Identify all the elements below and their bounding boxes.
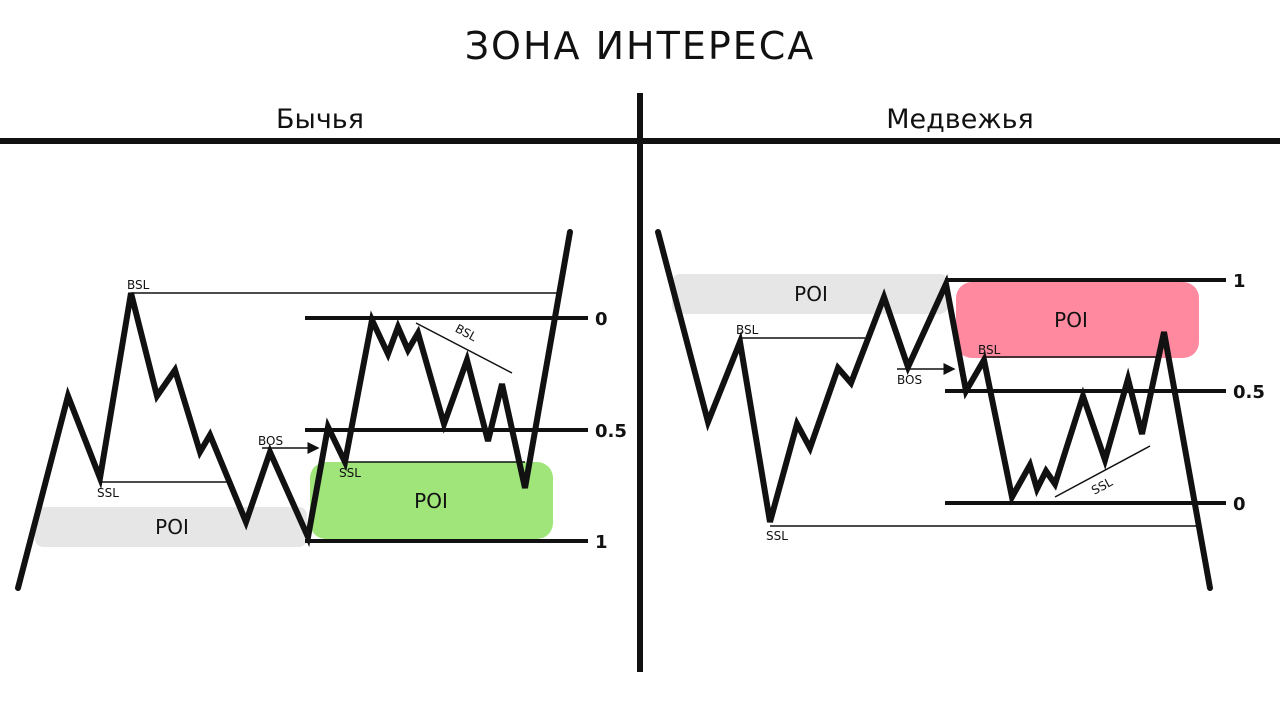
bearish-level-05-label: 0.5 (1233, 382, 1265, 403)
bullish-bsl-slope-line (415, 322, 513, 374)
bearish-poi-right-label: POI (1054, 308, 1088, 332)
bearish-level-0-label: 0 (1233, 494, 1246, 515)
bullish-poi-left-zone (35, 507, 307, 547)
bearish-ssl-slope-label: SSL (1089, 475, 1115, 498)
bearish-panel: POI POI BSL BSL BOS SSL SSL 1 0.5 0 (655, 229, 1265, 591)
bullish-ssl-right-label: SSL (339, 466, 361, 480)
bearish-panel-title: Медвежья (886, 104, 1034, 135)
bearish-ssl-slope-line (1054, 445, 1151, 498)
bearish-bsl-right-label: BSL (978, 343, 1001, 357)
bullish-poi-left-label: POI (155, 515, 189, 539)
bullish-bsl-top-label: BSL (127, 278, 150, 292)
bullish-panel-title: Бычья (276, 104, 364, 135)
page-title: ЗОНА ИНТЕРЕСА (464, 24, 816, 68)
bullish-poi-right-zone (310, 462, 553, 539)
bearish-poi-right-zone (956, 282, 1199, 358)
bearish-poi-left-label: POI (794, 282, 828, 306)
bullish-level-0-label: 0 (595, 309, 608, 330)
bearish-level-1-label: 1 (1233, 271, 1246, 292)
bearish-ssl-label: SSL (766, 529, 788, 543)
bullish-level-1-label: 1 (595, 532, 608, 553)
bullish-price-path (15, 229, 573, 591)
bullish-bsl-slope-label: BSL (453, 321, 480, 344)
bearish-bsl-label: BSL (736, 323, 759, 337)
bullish-ssl-left-label: SSL (97, 486, 119, 500)
bearish-bos-label: BOS (897, 373, 922, 387)
bearish-price-path (655, 229, 1213, 591)
bullish-bos-label: BOS (258, 434, 283, 448)
bullish-level-05-label: 0.5 (595, 421, 627, 442)
bullish-panel: POI POI BSL SSL SSL BOS BSL 0 0.5 1 (15, 229, 627, 591)
bullish-poi-right-label: POI (414, 489, 448, 513)
